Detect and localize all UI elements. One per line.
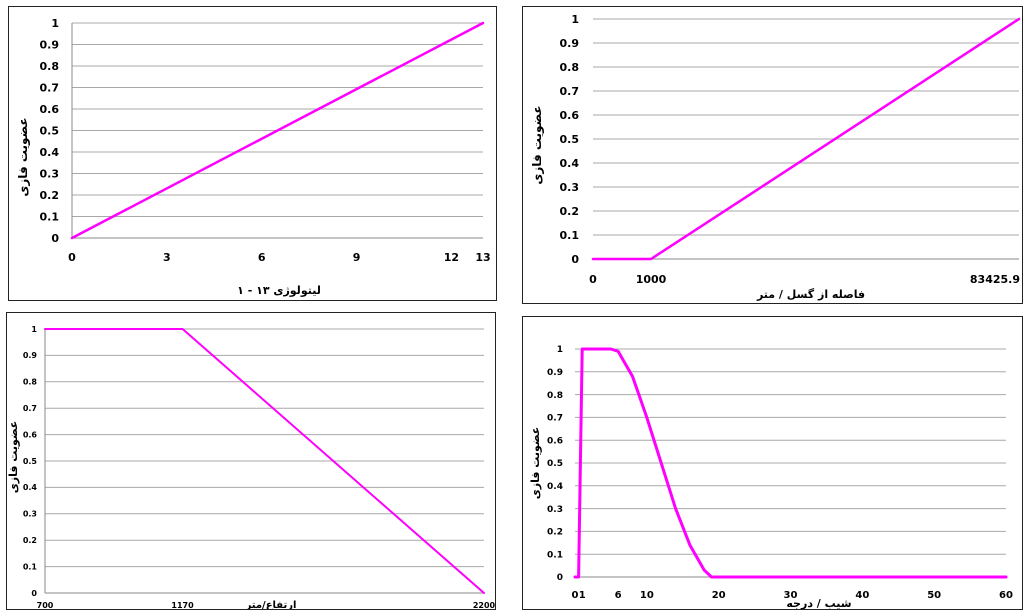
x-tick-label: 0 [589, 273, 597, 286]
y-tick-label: 0.5 [40, 124, 60, 137]
y-tick-label: 0.5 [547, 459, 563, 469]
y-tick-label: 0.4 [23, 483, 38, 492]
y-tick-label: 0.6 [547, 436, 563, 446]
x-tick-label: 1000 [636, 273, 667, 286]
y-tick-label: 1 [557, 345, 563, 355]
x-tick-label: 700 [37, 601, 54, 609]
y-tick-label: 0 [51, 232, 59, 245]
x-axis-label: ارتفاع/متر [245, 600, 297, 609]
y-tick-label: 0.7 [547, 414, 563, 424]
y-axis-label: عضویت فازی [16, 117, 31, 196]
x-tick-label: 83425.9 [970, 273, 1020, 286]
y-tick-label: 1 [51, 17, 59, 30]
x-tick-label: 40 [855, 590, 869, 601]
x-tick-label: 1170 [171, 601, 194, 609]
lithology-chart: 0 0.1 0.2 0.3 0.4 0.5 0.6 0.7 0.8 0.9 1 0 3 6 9 12 13 عض… [16, 17, 491, 297]
y-tick-label: 0.4 [40, 146, 60, 159]
y-tick-label: 0 [557, 573, 563, 583]
x-axis-label: فاصله از گسل / متر [756, 288, 865, 301]
y-tick-label: 0.3 [560, 181, 580, 194]
membership-series-line [591, 17, 1021, 261]
x-tick-label: 2200 [473, 601, 495, 609]
y-tick-label: 0.3 [547, 505, 563, 515]
y-tick-label: 0.6 [40, 103, 60, 116]
y-tick-label: 0 [571, 253, 579, 266]
y-tick-label: 0.8 [547, 391, 563, 401]
x-tick-label: 20 [712, 590, 726, 601]
y-tick-label: 1 [31, 325, 37, 334]
y-tick-label: 0.6 [560, 109, 580, 122]
x-axis-label: شیب / درجه [786, 597, 851, 609]
y-tick-label: 0.7 [40, 81, 60, 94]
y-tick-label: 0.9 [547, 368, 563, 378]
y-tick-label: 0.1 [23, 562, 38, 571]
y-tick-label: 0.6 [23, 430, 38, 439]
y-tick-label: 0.1 [40, 210, 60, 223]
y-tick-label: 0.2 [40, 189, 60, 202]
x-tick-label: 3 [163, 251, 171, 264]
y-tick-label: 0.8 [560, 61, 580, 74]
y-tick-label: 0.2 [23, 536, 37, 545]
chart-panel-lithology: 0 0.1 0.2 0.3 0.4 0.5 0.6 0.7 0.8 0.9 1 0 3 6 9 12 13 عض… [8, 6, 497, 301]
chart-panel-slope: 0 0.1 0.2 0.3 0.4 0.5 0.6 0.7 0.8 0.9 1 0 1 6 10 20 30 40… [522, 316, 1023, 610]
membership-series-line [573, 347, 1008, 579]
y-tick-label: 0.7 [560, 85, 580, 98]
x-tick-label: 60 [999, 590, 1013, 601]
y-tick-label: 0 [31, 589, 37, 598]
y-axis-label: عضویت فازی [7, 421, 20, 494]
x-axis-label: لیتولوژی ۱۳ - ۱ [237, 284, 321, 297]
y-tick-label: 0.1 [560, 229, 580, 242]
x-tick-label: 0 [572, 590, 579, 601]
y-tick-label: 1 [571, 13, 579, 26]
y-tick-label: 0.8 [23, 378, 38, 387]
y-tick-label: 0.2 [547, 528, 563, 538]
x-tick-label: 12 [444, 251, 459, 264]
y-tick-label: 0.9 [40, 38, 60, 51]
y-tick-label: 0.3 [40, 167, 60, 180]
elevation-chart: 0 0.1 0.2 0.3 0.4 0.5 0.6 0.7 0.8 0.9 1 700 1170 2200… [7, 325, 496, 611]
y-tick-label: 0.9 [560, 37, 580, 50]
membership-series-line [44, 328, 485, 594]
y-tick-label: 0.4 [560, 157, 580, 170]
x-tick-label: 10 [640, 590, 654, 601]
y-tick-label: 0.1 [547, 550, 563, 560]
y-axis-label: عضویت فازی [529, 427, 542, 500]
x-tick-label: 1 [579, 590, 586, 601]
y-axis-label: عضویت فازی [530, 105, 545, 184]
x-tick-label: 30 [784, 590, 798, 601]
y-tick-label: 0.9 [23, 351, 38, 360]
y-tick-label: 0.4 [547, 482, 563, 492]
fault-distance-chart: 0 0.1 0.2 0.3 0.4 0.5 0.6 0.7 0.8 0.9 1 0 1000 83425.… [530, 13, 1021, 301]
y-tick-label: 0.5 [23, 457, 38, 466]
y-tick-label: 0.7 [23, 404, 37, 413]
chart-panel-elevation: 0 0.1 0.2 0.3 0.4 0.5 0.6 0.7 0.8 0.9 1 700 1170 2200… [6, 312, 496, 611]
x-tick-label: 13 [475, 251, 490, 264]
slope-chart: 00.10.20.30.40.50.60.70.80.910 1 6 10 20 30 40… [529, 345, 1013, 610]
x-tick-label: 6 [258, 251, 266, 264]
x-tick-label: 0 [68, 251, 76, 264]
x-tick-label: 9 [353, 251, 361, 264]
y-tick-label: 0.8 [40, 60, 60, 73]
x-tick-label: 6 [615, 590, 622, 601]
y-tick-label: 0.2 [560, 205, 580, 218]
chart-panel-fault-distance: 0 0.1 0.2 0.3 0.4 0.5 0.6 0.7 0.8 0.9 1 0 1000 83425.… [522, 6, 1023, 304]
x-tick-label: 50 [927, 590, 941, 601]
y-tick-label: 0.5 [560, 133, 580, 146]
membership-series-line [70, 21, 485, 240]
y-tick-label: 0.3 [23, 510, 37, 519]
